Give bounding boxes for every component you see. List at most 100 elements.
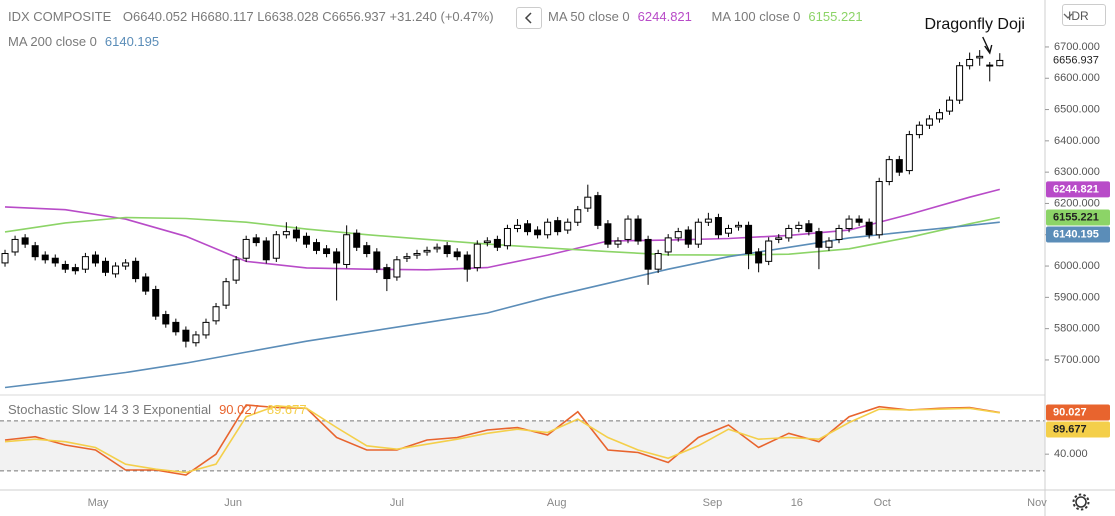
annotation-arrow — [982, 36, 991, 53]
ma-legend: MA 50 close 0 6244.821 MA 100 close 0 6155… — [548, 9, 863, 24]
price-badge — [1046, 226, 1110, 243]
candle-body — [343, 234, 351, 265]
settings-icon[interactable] — [1071, 492, 1091, 512]
candle-body — [614, 240, 622, 245]
annotation: Dragonfly Doji — [924, 16, 1024, 33]
candle-body — [674, 231, 682, 239]
candle-body — [905, 134, 913, 172]
ohlc-value: 6640.052 — [133, 9, 188, 24]
legend-name: MA 100 close 0 — [711, 9, 801, 24]
candle-body — [51, 257, 59, 264]
candle-body — [31, 245, 39, 258]
x-tick-label: Aug — [547, 497, 567, 509]
y-tick-label: 5700.000 — [1054, 354, 1100, 366]
candle-body — [282, 231, 290, 236]
candle-body — [272, 234, 280, 259]
price-badge-label: 90.027 — [1053, 406, 1087, 418]
candle-body — [785, 227, 793, 239]
candle-body — [21, 237, 29, 245]
candle-body — [915, 124, 923, 136]
collapse-button[interactable] — [516, 7, 542, 29]
candle-body — [644, 238, 652, 270]
indicator-value: 90.027 — [219, 402, 259, 417]
indicator-value: 89.677 — [266, 402, 307, 417]
x-tick-label: Nov — [1027, 497, 1047, 509]
x-tick-label: Oct — [874, 497, 891, 509]
price-badge — [1046, 404, 1110, 421]
price-badge — [1046, 181, 1110, 198]
candle-body — [925, 118, 933, 126]
last-price-bg — [1046, 52, 1110, 69]
y-tick-label: 6200.000 — [1054, 197, 1100, 209]
candle-body — [755, 251, 763, 264]
y-tick-label: 5800.000 — [1054, 323, 1100, 335]
candle-body — [142, 276, 150, 292]
candle-body — [724, 227, 732, 234]
symbol: IDX COMPOSITE — [8, 9, 112, 24]
candle-body — [855, 218, 863, 223]
candle-body — [745, 224, 753, 255]
candle-body — [694, 221, 702, 245]
moving-average — [4, 221, 1000, 389]
candle-body — [413, 253, 421, 256]
y-tick-label: 5900.000 — [1054, 291, 1100, 303]
candle-body — [845, 218, 853, 229]
candle-body — [433, 246, 441, 250]
candle-body — [765, 240, 773, 262]
candle-body — [976, 55, 984, 59]
candle-body — [996, 59, 1004, 67]
caret-icon — [1063, 13, 1073, 19]
candle-body — [795, 224, 803, 229]
currency-button[interactable]: IDR — [1062, 4, 1106, 26]
candle-body — [966, 58, 974, 67]
candle-body — [403, 256, 411, 259]
ohlc-letter: L — [257, 9, 265, 24]
candle-body — [383, 267, 391, 280]
candle-body — [483, 240, 491, 244]
candle-body — [815, 231, 823, 248]
candle-body — [222, 281, 230, 306]
candle-body — [262, 240, 270, 261]
candle-body — [393, 259, 401, 278]
candle-body — [654, 253, 662, 270]
candle-body — [503, 227, 511, 247]
candle-body — [564, 221, 572, 231]
indicator-title: Stochastic Slow 14 3 3 Exponential — [8, 402, 212, 417]
candle-body — [473, 243, 481, 269]
candle-body — [805, 223, 813, 233]
candle-body — [162, 314, 170, 325]
indicator-legend: Stochastic Slow 14 3 3 Exponential 90.027… — [8, 402, 307, 417]
indicator-line — [4, 404, 1000, 476]
candle-body — [443, 245, 451, 255]
ohlc-value: 6680.117 — [200, 9, 254, 24]
candle-body — [584, 196, 592, 209]
y-tick-label: 6600.000 — [1054, 72, 1100, 84]
candle-body — [192, 334, 200, 344]
candle-body — [604, 223, 612, 245]
candle-body — [373, 251, 381, 270]
moving-average — [4, 188, 1001, 271]
price-badge-label: 6244.821 — [1053, 183, 1099, 195]
legend-value: 6140.195 — [104, 34, 160, 49]
candle-body — [61, 263, 69, 270]
y-tick-label: 6500.000 — [1054, 103, 1100, 115]
change: +31.240 (+0.47%) — [389, 9, 494, 24]
candle-body — [574, 209, 582, 223]
candle-body — [735, 224, 743, 228]
candle-body — [956, 65, 964, 101]
x-tick-label: May — [88, 497, 109, 509]
moving-average — [4, 216, 1000, 256]
price-badge-label: 6140.195 — [1053, 228, 1099, 240]
candle-body — [664, 237, 672, 253]
candle-body — [353, 232, 361, 248]
candle-body — [624, 218, 632, 240]
candle-body — [524, 223, 532, 233]
candle-body — [252, 237, 260, 244]
candle-body — [493, 238, 501, 248]
candle-body — [895, 159, 903, 173]
price-badge — [1046, 421, 1110, 438]
candle-body — [71, 267, 79, 272]
y-tick-label: 6700.000 — [1054, 41, 1100, 53]
